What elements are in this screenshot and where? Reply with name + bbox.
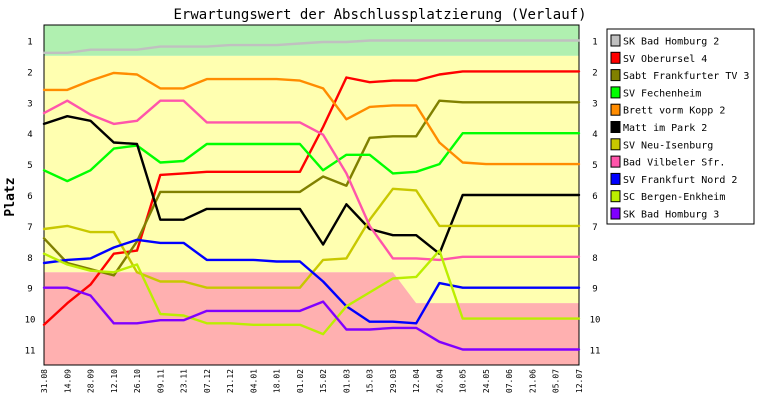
- series-line-9: [42, 249, 581, 336]
- legend-swatch: [610, 121, 621, 133]
- legend-label: Brett vorm Kopp 2: [623, 106, 725, 117]
- legend-label: SV Frankfurt Nord 2: [623, 175, 737, 186]
- x-tick-label: 12.04: [412, 369, 421, 393]
- x-tick-label: 29.03: [389, 369, 398, 393]
- y-tick-label-right: 4: [592, 130, 597, 140]
- y-tick-label: 10: [25, 316, 36, 326]
- y-tick-label: 7: [27, 223, 32, 233]
- y-tick-label-right: 6: [592, 192, 597, 202]
- legend-label: SV Neu-Isenburg: [623, 140, 713, 151]
- x-tick-label: 23.11: [180, 369, 189, 393]
- x-tick-label: 21.12: [226, 369, 235, 393]
- legend: SK Bad Homburg 2 SV Oberursel 4 Sabt Frank…: [606, 28, 755, 225]
- x-tick-label: 01.03: [342, 369, 351, 393]
- x-tick-label: 09.11: [156, 369, 165, 393]
- legend-label: SK Bad Homburg 2: [623, 37, 719, 48]
- y-tick-label: 3: [27, 99, 32, 109]
- y-tick-label-right: 8: [592, 254, 597, 264]
- y-tick-label: 2: [27, 68, 32, 78]
- x-tick-label: 21.06: [528, 369, 537, 393]
- y-tick-label-right: 3: [592, 99, 597, 109]
- legend-box: [606, 28, 755, 225]
- legend-label: Sabt Frankfurter TV 3: [623, 71, 749, 82]
- legend-swatch: [610, 138, 621, 151]
- y-tick-label-right: 5: [592, 161, 597, 171]
- series-line-4: [42, 71, 581, 166]
- x-tick-label: 07.06: [505, 369, 514, 393]
- x-tick-label: 14.09: [63, 369, 72, 393]
- x-tick-label: 10.05: [459, 369, 468, 393]
- legend-label: Matt im Park 2: [623, 123, 707, 134]
- y-tick-label-right: 10: [590, 316, 601, 326]
- x-tick-label: 01.02: [296, 369, 305, 393]
- legend-swatch: [610, 86, 621, 99]
- legend-label: Bad Vilbeler Sfr.: [623, 158, 725, 169]
- zone-0: [44, 25, 579, 56]
- legend-label: SV Fechenheim: [623, 88, 701, 99]
- x-tick-label: 04.01: [249, 369, 258, 393]
- legend-swatch: [610, 51, 621, 64]
- x-tick-label: 05.07: [552, 369, 561, 393]
- x-tick-label: 15.02: [319, 369, 328, 393]
- series-line-10: [42, 286, 581, 351]
- y-tick-label-right: 9: [592, 285, 597, 295]
- y-tick-label: 8: [27, 254, 32, 264]
- legend-swatch: [610, 207, 621, 220]
- x-tick-label: 31.08: [40, 369, 49, 393]
- x-tick-label: 26.10: [133, 369, 142, 393]
- legend-label: SC Bergen-Enkheim: [623, 192, 725, 203]
- legend-swatch: [610, 155, 621, 168]
- chart-title: Erwartungswert der Abschlussplatzierung …: [173, 7, 586, 23]
- x-tick-label: 28.09: [87, 369, 96, 393]
- legend-label: SV Oberursel 4: [623, 54, 707, 65]
- y-tick-label: 9: [27, 285, 32, 295]
- series-line-8: [42, 238, 581, 325]
- x-tick-label: 12.10: [110, 369, 119, 393]
- x-tick-label: 12.07: [575, 369, 584, 393]
- series-line-7: [42, 99, 581, 262]
- x-ticks: 31.08 14.09 28.09 12.10 26.10 09.11 23.11 07.12…: [40, 369, 584, 393]
- series-line-0: [42, 39, 581, 54]
- series-line-1: [42, 70, 581, 326]
- x-tick-label: 26.04: [435, 369, 444, 393]
- y-tick-label-right: 11: [590, 347, 601, 357]
- y-tick-label-right: 1: [592, 37, 597, 47]
- y-tick-label-right: 7: [592, 223, 597, 233]
- y-tick-label-right: 2: [592, 68, 597, 78]
- y-tick-label: 5: [27, 161, 32, 171]
- legend-swatch: [610, 34, 621, 47]
- y-axis-label: Platz: [3, 177, 18, 216]
- legend-swatch: [610, 69, 621, 82]
- x-tick-label: 24.05: [482, 369, 491, 393]
- legend-swatch: [610, 103, 621, 116]
- series-lines: [42, 39, 581, 351]
- y-ticks-right: 1 2 3 4 5 6 7 8 9 10 11: [590, 37, 601, 356]
- series-line-2: [42, 99, 581, 277]
- x-tick-label: 15.03: [366, 369, 375, 393]
- zone-2: [44, 272, 579, 365]
- series-line-5: [42, 114, 581, 255]
- series-line-3: [42, 131, 581, 183]
- y-tick-label: 11: [25, 347, 36, 357]
- zone-1: [44, 55, 579, 304]
- legend-swatch: [610, 190, 621, 203]
- x-tick-label: 18.01: [273, 369, 282, 393]
- y-tick-label: 6: [27, 192, 32, 202]
- y-tick-label: 1: [27, 37, 32, 47]
- legend-swatch: [610, 172, 621, 185]
- x-tick-label: 07.12: [203, 369, 212, 393]
- y-tick-label: 4: [27, 130, 32, 140]
- legend-label: SK Bad Homburg 3: [623, 210, 719, 221]
- y-ticks-left: 1 2 3 4 5 6 7 8 9 10 11: [25, 37, 36, 356]
